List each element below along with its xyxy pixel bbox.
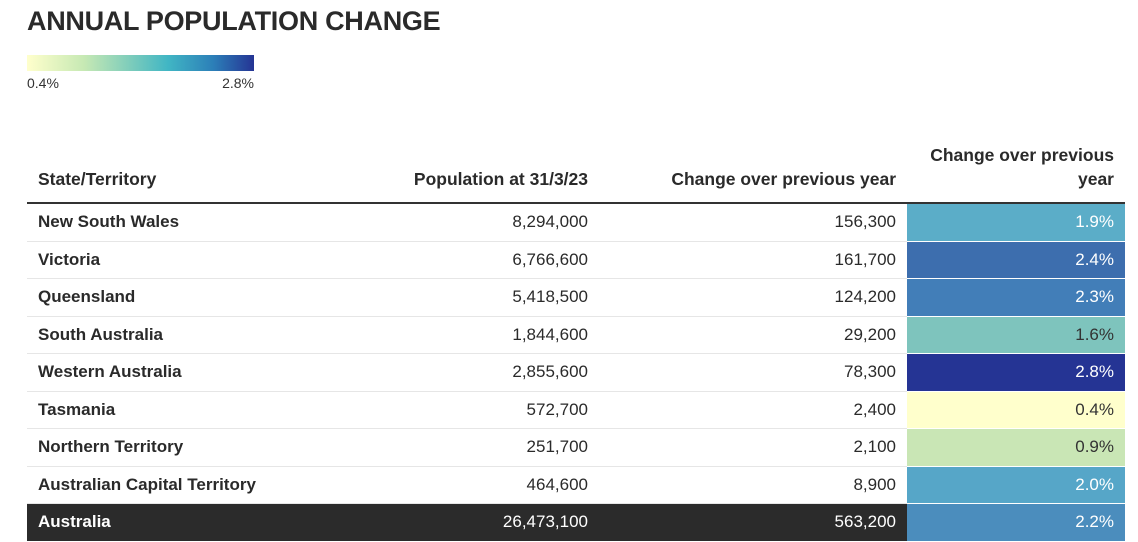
state-name-cell: Australian Capital Territory [27, 466, 387, 504]
change-pct-cell: 2.2% [907, 503, 1125, 541]
change-cell: 563,200 [599, 503, 907, 541]
table-row: Victoria 6,766,600 161,700 2.4% [27, 241, 1125, 279]
legend-gradient-bar [27, 55, 254, 71]
change-pct-cell: 1.6% [907, 316, 1125, 354]
change-cell: 8,900 [599, 466, 907, 504]
change-cell: 2,100 [599, 428, 907, 467]
population-cell: 5,418,500 [387, 278, 599, 317]
column-header-population: Population at 31/3/23 [387, 130, 599, 204]
state-name-cell: Australia [27, 503, 387, 541]
population-cell: 1,844,600 [387, 316, 599, 354]
population-cell: 6,766,600 [387, 241, 599, 279]
legend-max-label: 2.8% [222, 75, 254, 91]
population-cell: 464,600 [387, 466, 599, 504]
table-row: Queensland 5,418,500 124,200 2.3% [27, 278, 1125, 317]
change-cell: 156,300 [599, 203, 907, 242]
color-legend: 0.4% 2.8% [27, 55, 254, 93]
table-row: Australian Capital Territory 464,600 8,900… [27, 466, 1125, 504]
column-header-change: Change over previous year [599, 130, 907, 204]
change-pct-cell: 2.8% [907, 353, 1125, 392]
change-pct-cell: 2.4% [907, 241, 1125, 279]
change-pct-cell: 0.4% [907, 391, 1125, 429]
change-cell: 124,200 [599, 278, 907, 317]
column-header-change-pct: Change over previous year [907, 130, 1125, 204]
change-cell: 78,300 [599, 353, 907, 392]
state-name-cell: Northern Territory [27, 428, 387, 467]
table-row: New South Wales 8,294,000 156,300 1.9% [27, 203, 1125, 242]
change-pct-cell: 2.0% [907, 466, 1125, 504]
header-row: State/Territory Population at 31/3/23 Ch… [27, 130, 1125, 204]
state-name-cell: Western Australia [27, 353, 387, 392]
state-name-cell: Queensland [27, 278, 387, 317]
state-name-cell: New South Wales [27, 203, 387, 242]
table-body: New South Wales 8,294,000 156,300 1.9% Victo… [27, 203, 1125, 541]
table-row: Western Australia 2,855,600 78,300 2.8% [27, 353, 1125, 392]
state-name-cell: South Australia [27, 316, 387, 354]
population-table: State/Territory Population at 31/3/23 Ch… [27, 130, 1125, 541]
chart-title: ANNUAL POPULATION CHANGE [27, 6, 441, 36]
population-cell: 572,700 [387, 391, 599, 429]
state-name-cell: Victoria [27, 241, 387, 279]
table-row: South Australia 1,844,600 29,200 1.6% [27, 316, 1125, 354]
legend-labels: 0.4% 2.8% [27, 75, 254, 93]
column-header-state: State/Territory [27, 130, 387, 204]
total-row: Australia 26,473,100 563,200 2.2% [27, 503, 1125, 541]
population-cell: 2,855,600 [387, 353, 599, 392]
table-row: Tasmania 572,700 2,400 0.4% [27, 391, 1125, 429]
table-row: Northern Territory 251,700 2,100 0.9% [27, 428, 1125, 467]
change-cell: 29,200 [599, 316, 907, 354]
population-cell: 26,473,100 [387, 503, 599, 541]
population-cell: 8,294,000 [387, 203, 599, 242]
population-cell: 251,700 [387, 428, 599, 467]
legend-min-label: 0.4% [27, 75, 59, 91]
change-cell: 2,400 [599, 391, 907, 429]
state-name-cell: Tasmania [27, 391, 387, 429]
change-pct-cell: 0.9% [907, 428, 1125, 467]
change-pct-cell: 2.3% [907, 278, 1125, 317]
change-cell: 161,700 [599, 241, 907, 279]
change-pct-cell: 1.9% [907, 203, 1125, 242]
